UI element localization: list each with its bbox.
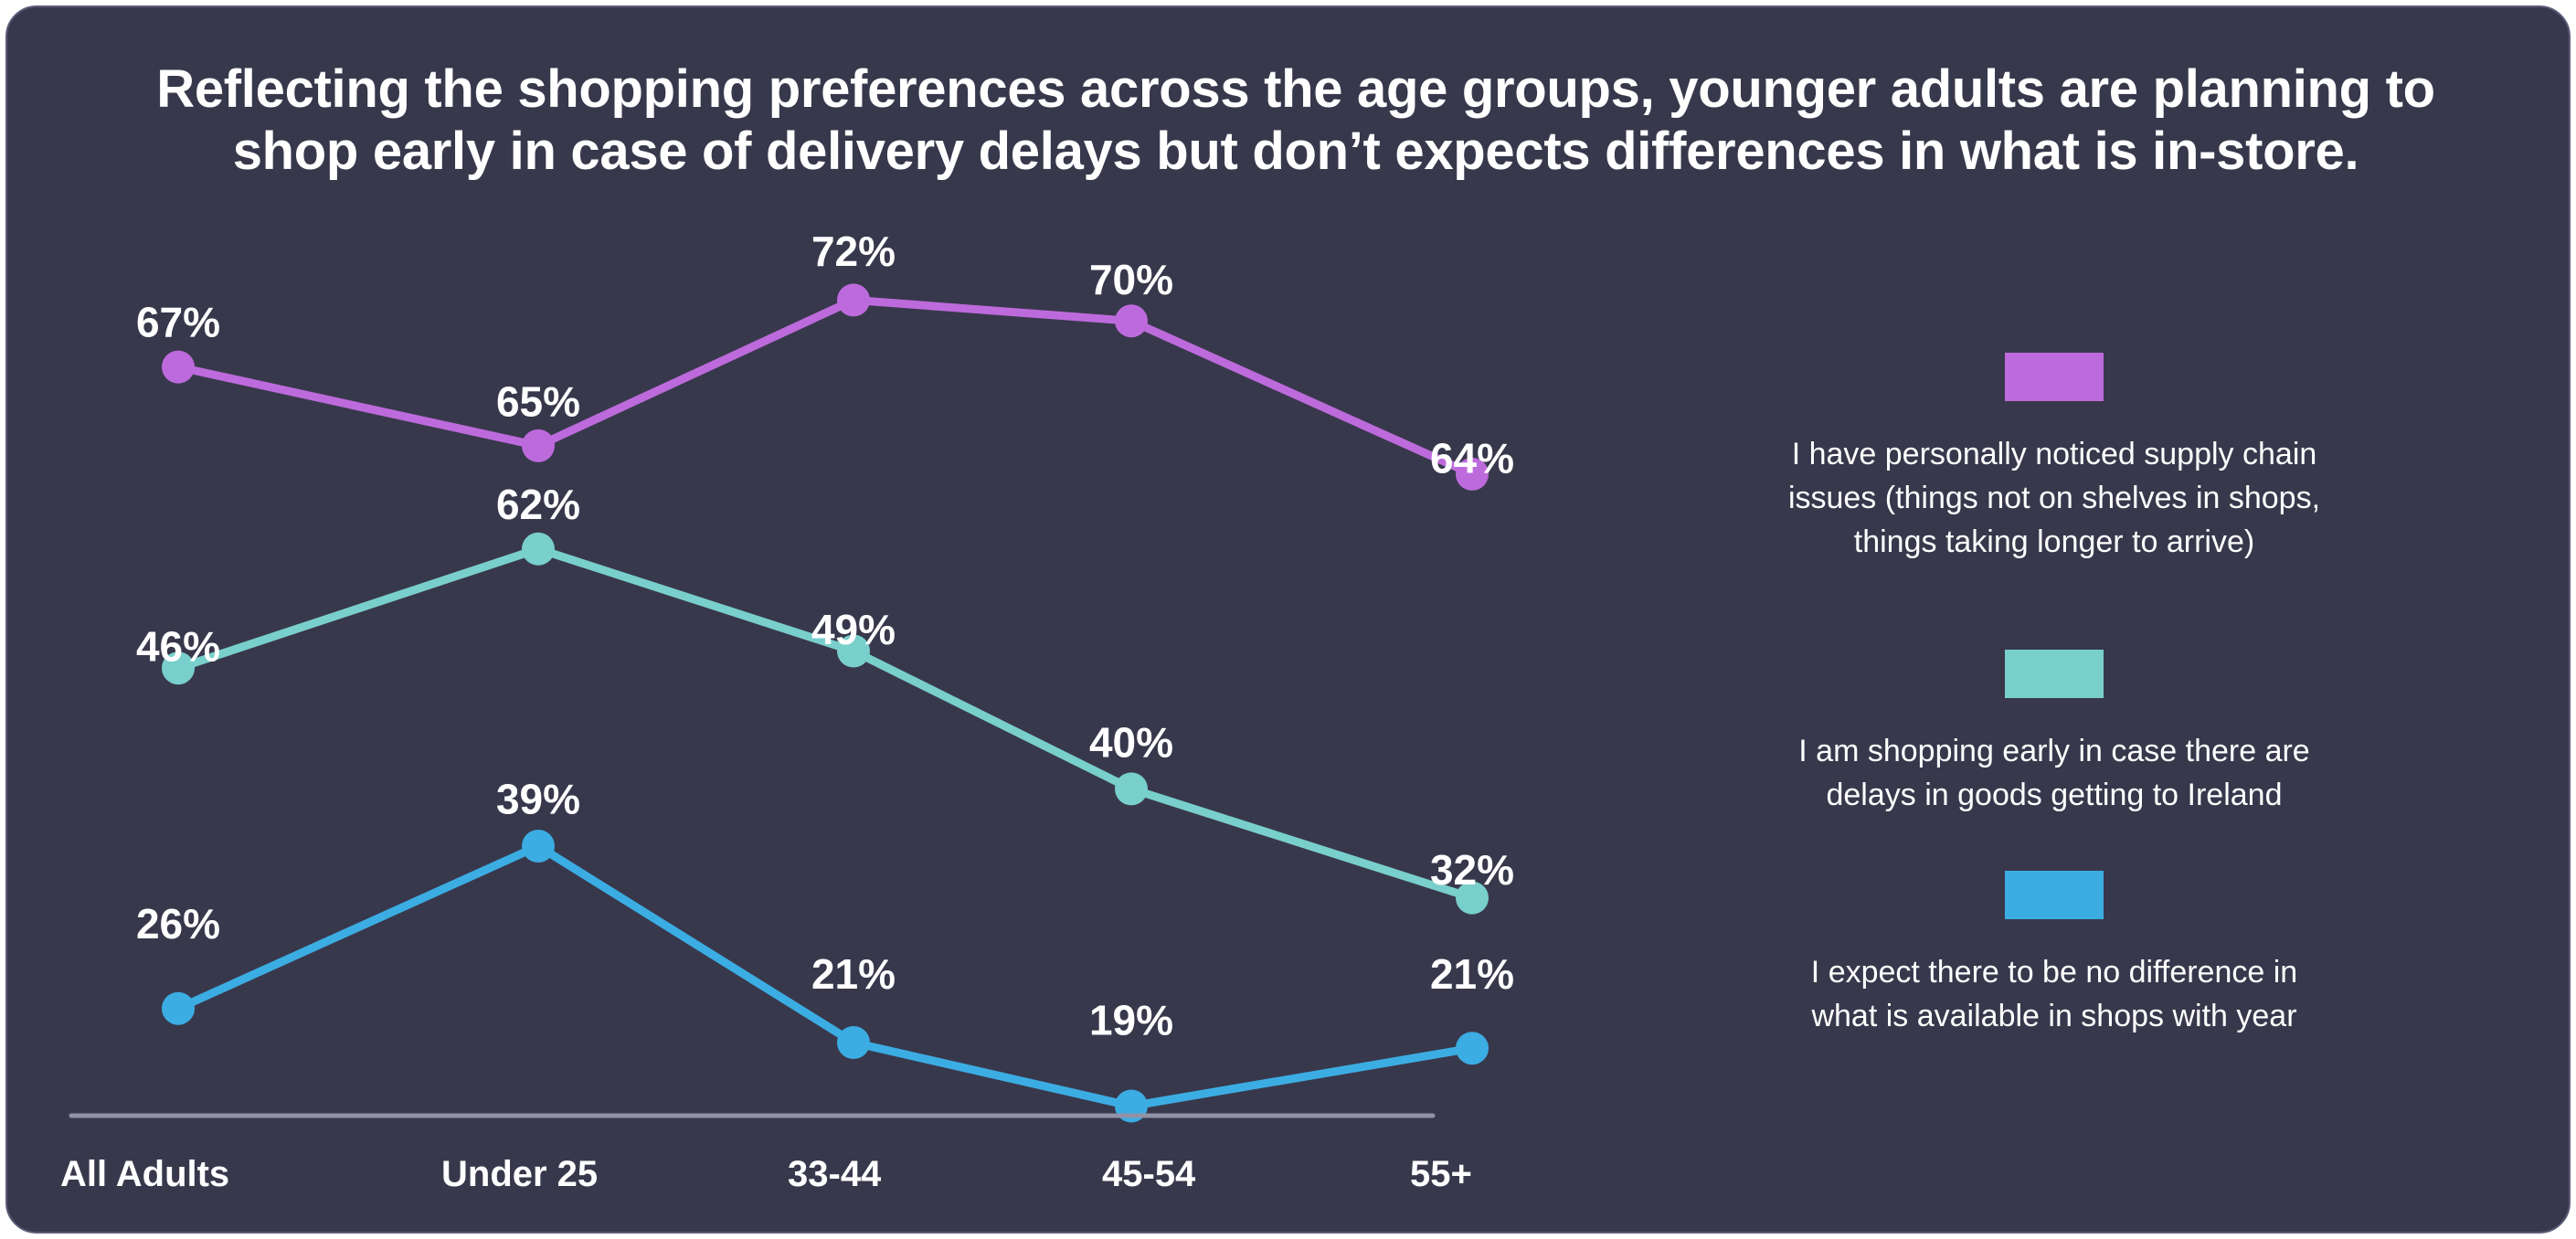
- svg-text:21%: 21%: [811, 950, 896, 998]
- svg-text:21%: 21%: [1430, 950, 1514, 998]
- svg-text:64%: 64%: [1430, 435, 1514, 482]
- svg-text:62%: 62%: [496, 481, 580, 528]
- svg-text:65%: 65%: [496, 378, 580, 426]
- svg-text:49%: 49%: [811, 606, 896, 653]
- svg-text:26%: 26%: [136, 900, 220, 948]
- svg-text:46%: 46%: [136, 622, 220, 670]
- svg-text:70%: 70%: [1089, 256, 1173, 303]
- svg-text:32%: 32%: [1430, 846, 1514, 894]
- svg-text:19%: 19%: [1089, 997, 1173, 1044]
- svg-text:39%: 39%: [496, 775, 580, 822]
- svg-text:72%: 72%: [811, 228, 896, 275]
- svg-text:40%: 40%: [1089, 718, 1173, 766]
- svg-text:67%: 67%: [136, 299, 220, 346]
